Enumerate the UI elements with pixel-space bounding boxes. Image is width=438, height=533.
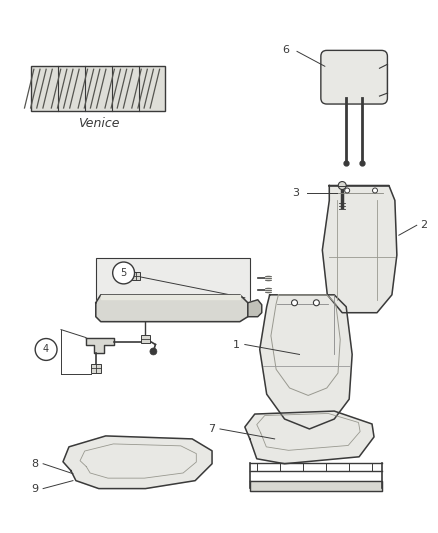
- Polygon shape: [250, 481, 382, 490]
- Circle shape: [345, 188, 350, 193]
- Polygon shape: [248, 300, 262, 317]
- Circle shape: [292, 300, 297, 306]
- Text: 3: 3: [293, 189, 300, 198]
- Text: 7: 7: [208, 424, 215, 434]
- Circle shape: [373, 188, 378, 193]
- Polygon shape: [101, 295, 240, 299]
- Bar: [141, 335, 150, 343]
- Polygon shape: [63, 436, 212, 489]
- Polygon shape: [322, 185, 397, 313]
- Circle shape: [150, 348, 157, 355]
- Polygon shape: [96, 295, 248, 321]
- Text: 6: 6: [282, 45, 289, 55]
- Polygon shape: [86, 337, 114, 353]
- Circle shape: [113, 262, 134, 284]
- Bar: [31, 66, 165, 111]
- Bar: [91, 365, 101, 373]
- Text: 4: 4: [43, 344, 49, 354]
- Bar: [131, 272, 140, 280]
- FancyBboxPatch shape: [321, 51, 388, 104]
- Text: 9: 9: [31, 483, 38, 494]
- Polygon shape: [245, 411, 374, 464]
- Polygon shape: [260, 295, 352, 429]
- Circle shape: [314, 300, 319, 306]
- Circle shape: [338, 182, 346, 190]
- Text: 2: 2: [420, 220, 427, 230]
- Text: Venice: Venice: [78, 117, 119, 131]
- Text: 8: 8: [31, 459, 38, 469]
- Text: 5: 5: [120, 268, 127, 278]
- Bar: [96, 258, 250, 313]
- Circle shape: [35, 338, 57, 360]
- Text: 1: 1: [233, 340, 240, 350]
